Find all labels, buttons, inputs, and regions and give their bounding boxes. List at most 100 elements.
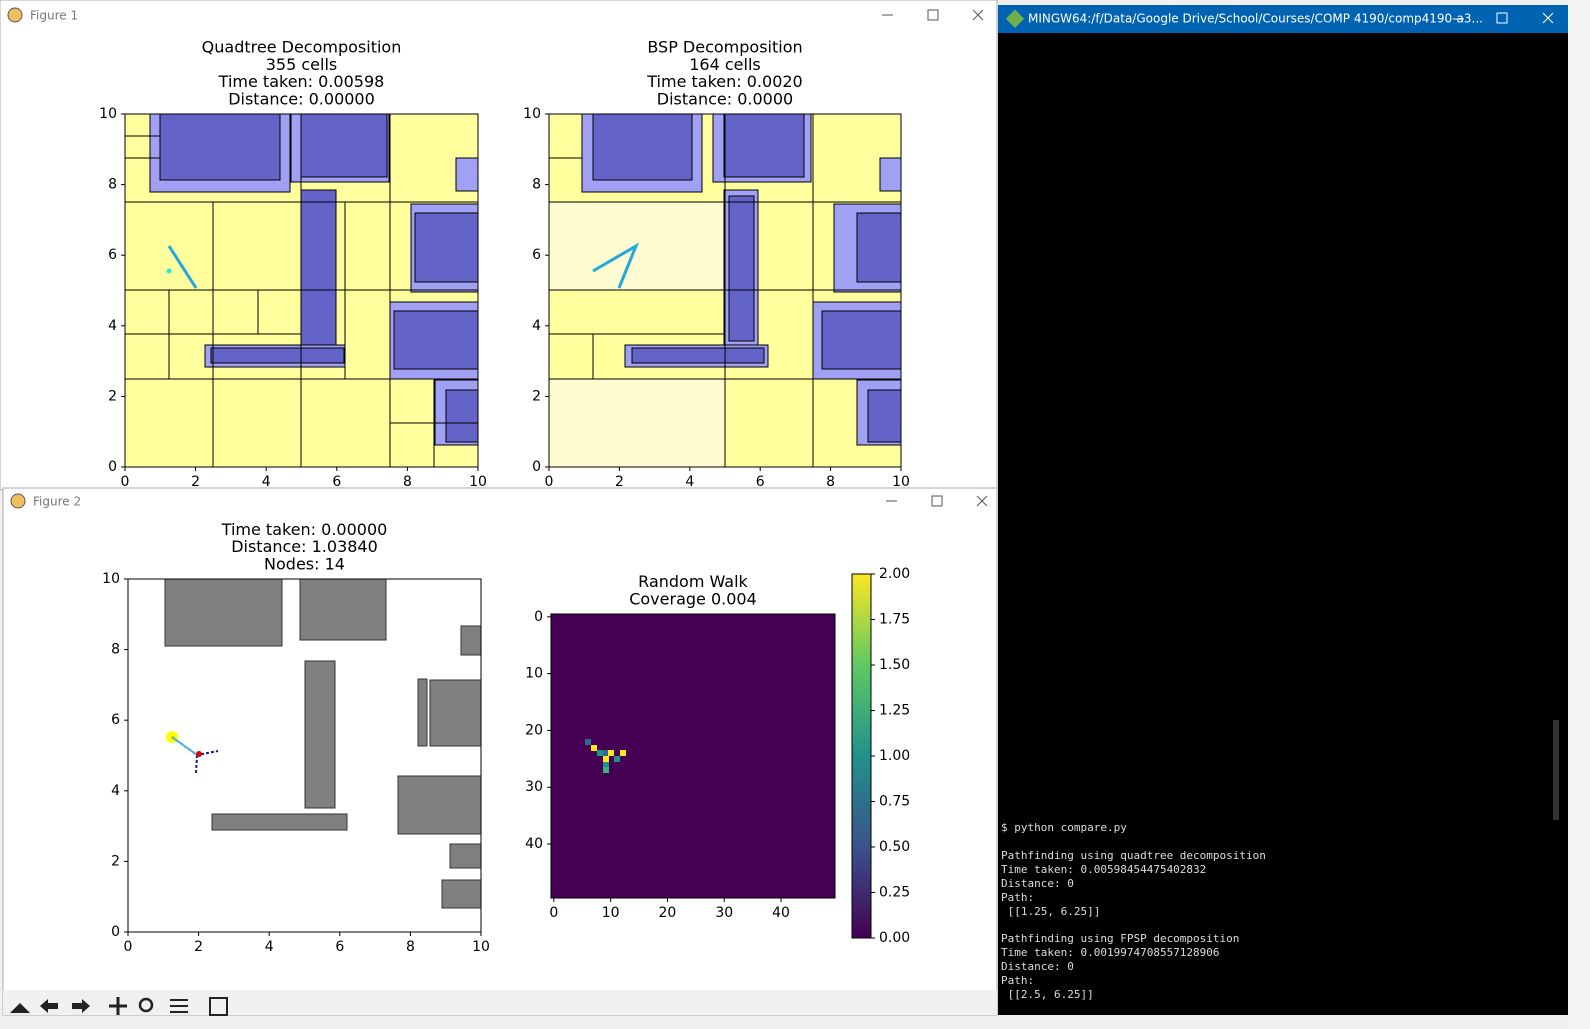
x-tick-label: 2 [615,474,624,490]
x-tick-label: 30 [715,905,733,921]
terminal-line: Distance: 0 [1001,960,1074,973]
maximize-button[interactable] [927,9,939,21]
close-button[interactable] [1542,12,1554,24]
x-tick-label: 6 [335,939,344,955]
app-icon [7,7,23,23]
plot-title: Distance: 1.03840 [231,537,378,556]
close-button[interactable] [972,9,984,21]
terminal-line: [[2.5, 6.25]] [1001,988,1094,1001]
toolbar-icons [10,997,228,1016]
y-tick-label: 10 [102,571,120,587]
path-line [167,245,198,289]
y-tick-label: 6 [111,712,120,728]
maximize-button[interactable] [931,495,943,507]
window-title: Figure 1 [30,9,78,23]
x-tick-label: 8 [826,474,835,490]
x-tick-label: 10 [602,905,620,921]
window-frame [2,487,998,1016]
pan-button[interactable] [109,997,127,1015]
x-tick-label: 0 [121,474,130,490]
plot-title: Coverage 0.004 [629,590,757,609]
x-tick-label: 0 [549,905,558,921]
x-tick-label: 2 [191,474,200,490]
x-tick-label: 8 [406,939,415,955]
axes-frame [124,113,479,468]
x-tick-label: 4 [265,939,274,955]
terminal-body [998,5,1568,1015]
y-tick-label: 6 [108,247,117,263]
colorbar [852,574,871,938]
home-button[interactable] [10,1003,30,1013]
colorbar-tick-label: 0.00 [879,930,910,946]
save-button[interactable] [209,997,228,1016]
y-tick-label: 0 [532,459,541,475]
terminal-line: Time taken: 0.0019974708557128906 [1001,946,1220,959]
plot-title: BSP Decomposition [647,38,802,57]
back-button[interactable] [40,999,58,1013]
desktop [1568,0,1590,1029]
terminal-line: Distance: 0 [1001,877,1074,890]
y-tick-label: 8 [532,177,541,193]
terminal-line: Pathfinding using FPSP decomposition [1001,932,1239,945]
app-icon [10,493,26,509]
plot-title: Distance: 0.0000 [657,90,793,109]
colorbar-tick-label: 1.75 [879,612,910,628]
scrollbar[interactable] [1553,720,1559,820]
bsp-cells [548,113,902,468]
x-tick-label: 0 [124,939,133,955]
colorbar-tick-label: 1.00 [879,748,910,764]
x-tick-label: 10 [469,474,487,490]
colorbar-tick-label: 1.25 [879,703,910,719]
y-tick-label: 10 [525,666,543,682]
terminal-window: MINGW64:/f/Data/Google Drive/School/Cour… [998,0,1590,1029]
y-tick-label: 4 [532,318,541,334]
configure-button[interactable] [170,999,188,1013]
plot-title: 355 cells [266,55,338,74]
y-tick-label: 4 [111,783,120,799]
plot-title: Nodes: 14 [264,555,345,574]
x-tick-label: 4 [685,474,694,490]
plot-title: 164 cells [689,55,761,74]
y-tick-label: 10 [99,106,117,122]
y-tick-label: 30 [525,779,543,795]
terminal-line: Path: [1001,974,1034,987]
y-tick-label: 0 [108,459,117,475]
y-tick-label: 8 [111,642,120,658]
axes-frame [127,578,482,933]
y-tick-label: 0 [534,609,543,625]
terminal-titlebar [998,5,1568,33]
plot-title: Random Walk [638,572,748,591]
heatmap-cells [585,739,626,773]
path-node [166,268,172,274]
y-tick-label: 10 [523,106,541,122]
x-tick-label: 10 [892,474,910,490]
axes-frame [550,613,836,899]
y-tick-label: 2 [111,853,120,869]
window-title: MINGW64:/f/Data/Google Drive/School/Cour… [1028,12,1483,26]
terminal-line: Path: [1001,891,1034,904]
x-tick-label: 2 [194,939,203,955]
quadtree-cells [124,113,479,468]
plot-title: Distance: 0.00000 [228,90,375,109]
terminal-line: [[1.25, 6.25]] [1001,905,1100,918]
goal-point [196,751,202,757]
y-tick-label: 40 [525,836,543,852]
y-tick-label: 6 [532,247,541,263]
zoom-button[interactable] [138,997,154,1013]
forward-button[interactable] [72,999,90,1013]
x-tick-label: 10 [472,939,490,955]
close-button[interactable] [976,495,988,507]
figure2-window: Figure 2 [2,487,998,1016]
colorbar-tick-label: 0.50 [879,839,910,855]
colorbar-tick-label: 0.25 [879,885,910,901]
plot-title: Quadtree Decomposition [202,38,402,57]
terminal-line: Pathfinding using quadtree decomposition [1001,849,1266,862]
figure1-window: Figure 1 [0,0,998,491]
x-tick-label: 4 [262,474,271,490]
y-tick-label: 20 [525,722,543,738]
colorbar-tick-label: 2.00 [879,566,910,582]
maximize-button[interactable] [1496,12,1508,24]
y-tick-label: 4 [108,318,117,334]
